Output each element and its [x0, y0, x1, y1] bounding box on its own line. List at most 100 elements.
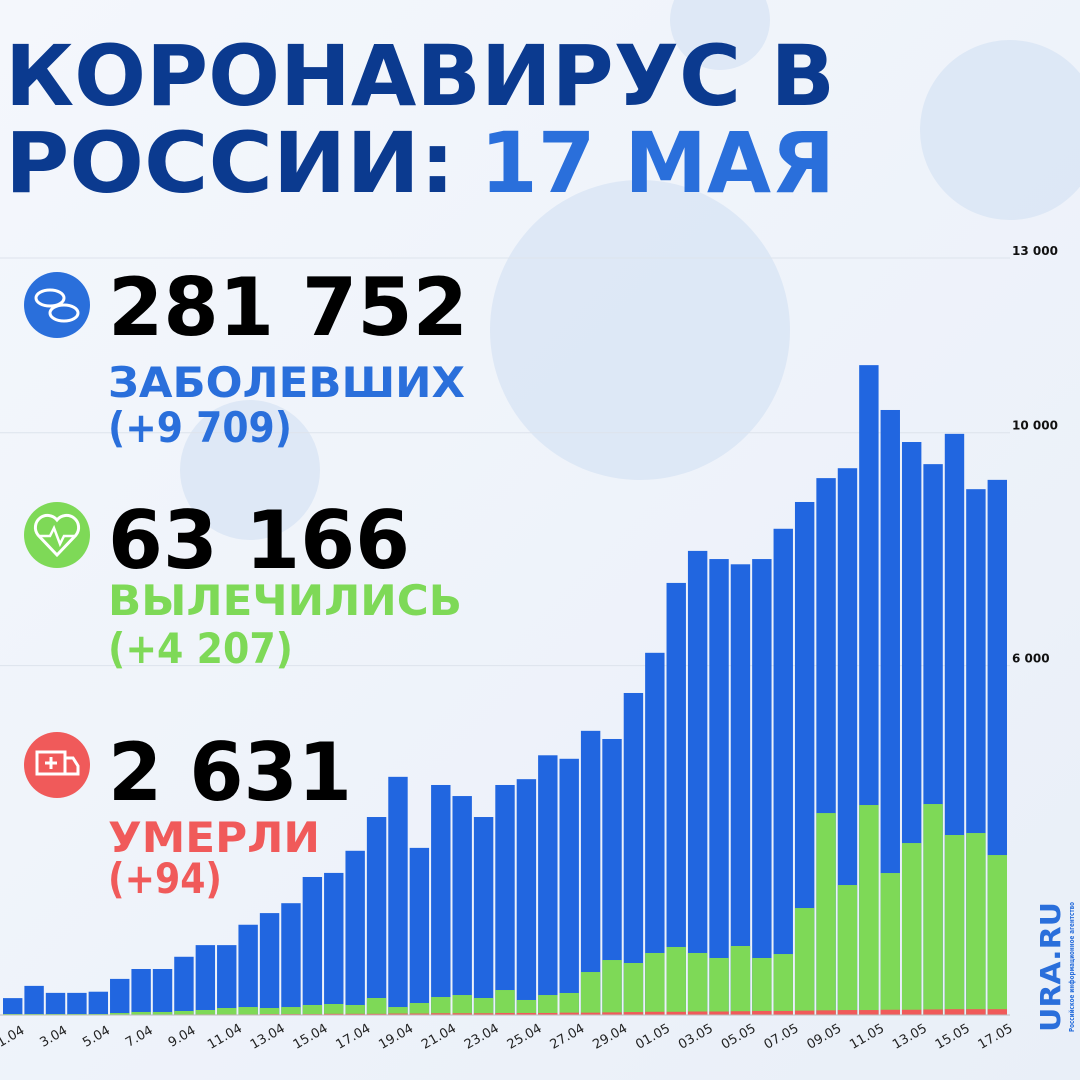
bar — [623, 1012, 644, 1015]
bar — [516, 779, 537, 1015]
stat-value: 2 631 — [108, 726, 352, 819]
bar — [794, 908, 815, 1015]
bar — [687, 1011, 708, 1015]
bar — [24, 985, 44, 1015]
bar — [623, 962, 644, 1015]
bar — [966, 833, 986, 1015]
bar — [516, 999, 537, 1015]
bar — [602, 960, 622, 1015]
bar — [452, 796, 472, 1015]
icon-deaths — [24, 732, 90, 798]
title: РОССИИ: — [5, 114, 455, 212]
bar — [516, 1012, 537, 1015]
bar — [431, 997, 451, 1015]
bar — [666, 582, 686, 1015]
bar — [409, 847, 430, 1015]
bar — [538, 755, 558, 1015]
bar — [302, 876, 323, 1015]
bar — [773, 1010, 793, 1015]
bar — [281, 1007, 301, 1015]
bar — [217, 1008, 237, 1015]
bar — [580, 972, 601, 1015]
bar — [559, 758, 579, 1015]
bar — [645, 952, 665, 1015]
y-tick-label: 6 000 — [1012, 652, 1050, 666]
bar — [837, 468, 858, 1015]
bar — [944, 1009, 965, 1015]
bar — [431, 784, 451, 1015]
bar — [409, 1003, 430, 1015]
title-date: 17 МАЯ — [480, 114, 835, 212]
bar — [110, 978, 130, 1015]
bar — [901, 843, 922, 1015]
bar — [709, 957, 729, 1015]
bar — [859, 1010, 879, 1015]
bar — [944, 835, 965, 1015]
bar — [752, 1010, 772, 1015]
bar — [730, 564, 751, 1015]
bar — [473, 1013, 494, 1015]
virus-decor — [180, 0, 1080, 540]
bar — [217, 945, 237, 1015]
bar — [538, 995, 558, 1015]
bar — [388, 1013, 408, 1015]
bar — [923, 1009, 943, 1015]
bar — [773, 528, 793, 1015]
bar — [752, 957, 772, 1015]
bar — [259, 913, 280, 1015]
bar — [987, 855, 1007, 1015]
bar — [538, 1012, 558, 1015]
bar — [773, 954, 793, 1015]
bar — [901, 1009, 922, 1015]
bar — [345, 1004, 365, 1015]
bar — [388, 776, 408, 1015]
stat-label: УМЕРЛИ — [108, 813, 320, 862]
bar — [816, 813, 836, 1015]
bar — [495, 784, 515, 1015]
stat-delta: (+9 709) — [108, 403, 292, 452]
bar — [709, 559, 729, 1015]
bar — [110, 1013, 130, 1015]
stat-delta: (+94) — [108, 854, 222, 903]
bar — [366, 817, 387, 1015]
stat-label: ВЫЛЕЧИЛИСЬ — [108, 576, 462, 625]
bar — [794, 1010, 815, 1015]
bar — [281, 903, 301, 1015]
brand: URA.RU — [1034, 902, 1067, 1032]
bar — [366, 997, 387, 1015]
bar — [324, 1013, 344, 1015]
stat-delta: (+4 207) — [108, 624, 293, 673]
bar — [131, 968, 151, 1015]
bar — [602, 1012, 622, 1015]
bar — [880, 873, 900, 1015]
bar — [238, 924, 258, 1015]
bar — [923, 804, 943, 1015]
bar — [837, 885, 858, 1015]
bar — [859, 805, 879, 1015]
bar — [837, 1010, 858, 1015]
y-tick-label: 10 000 — [1012, 419, 1058, 433]
bar — [302, 1004, 323, 1015]
title: КОРОНАВИРУС В — [5, 27, 835, 125]
bar — [431, 1013, 451, 1015]
bar — [473, 997, 494, 1015]
bar — [880, 409, 900, 1015]
icon-cases — [24, 272, 90, 338]
bar — [687, 550, 708, 1015]
bar — [452, 1013, 472, 1015]
bar — [238, 1007, 258, 1015]
bar — [730, 1011, 751, 1015]
bar — [752, 559, 772, 1015]
bar — [580, 730, 601, 1015]
bar — [794, 501, 815, 1015]
bar — [687, 952, 708, 1015]
y-tick-label: 13 000 — [1012, 244, 1058, 258]
bar — [666, 1011, 686, 1015]
bar — [473, 817, 494, 1015]
bar — [709, 1011, 729, 1015]
bar — [388, 1007, 408, 1015]
bar — [195, 945, 216, 1015]
stat-label: ЗАБОЛЕВШИХ — [108, 358, 465, 407]
bar — [88, 991, 109, 1015]
